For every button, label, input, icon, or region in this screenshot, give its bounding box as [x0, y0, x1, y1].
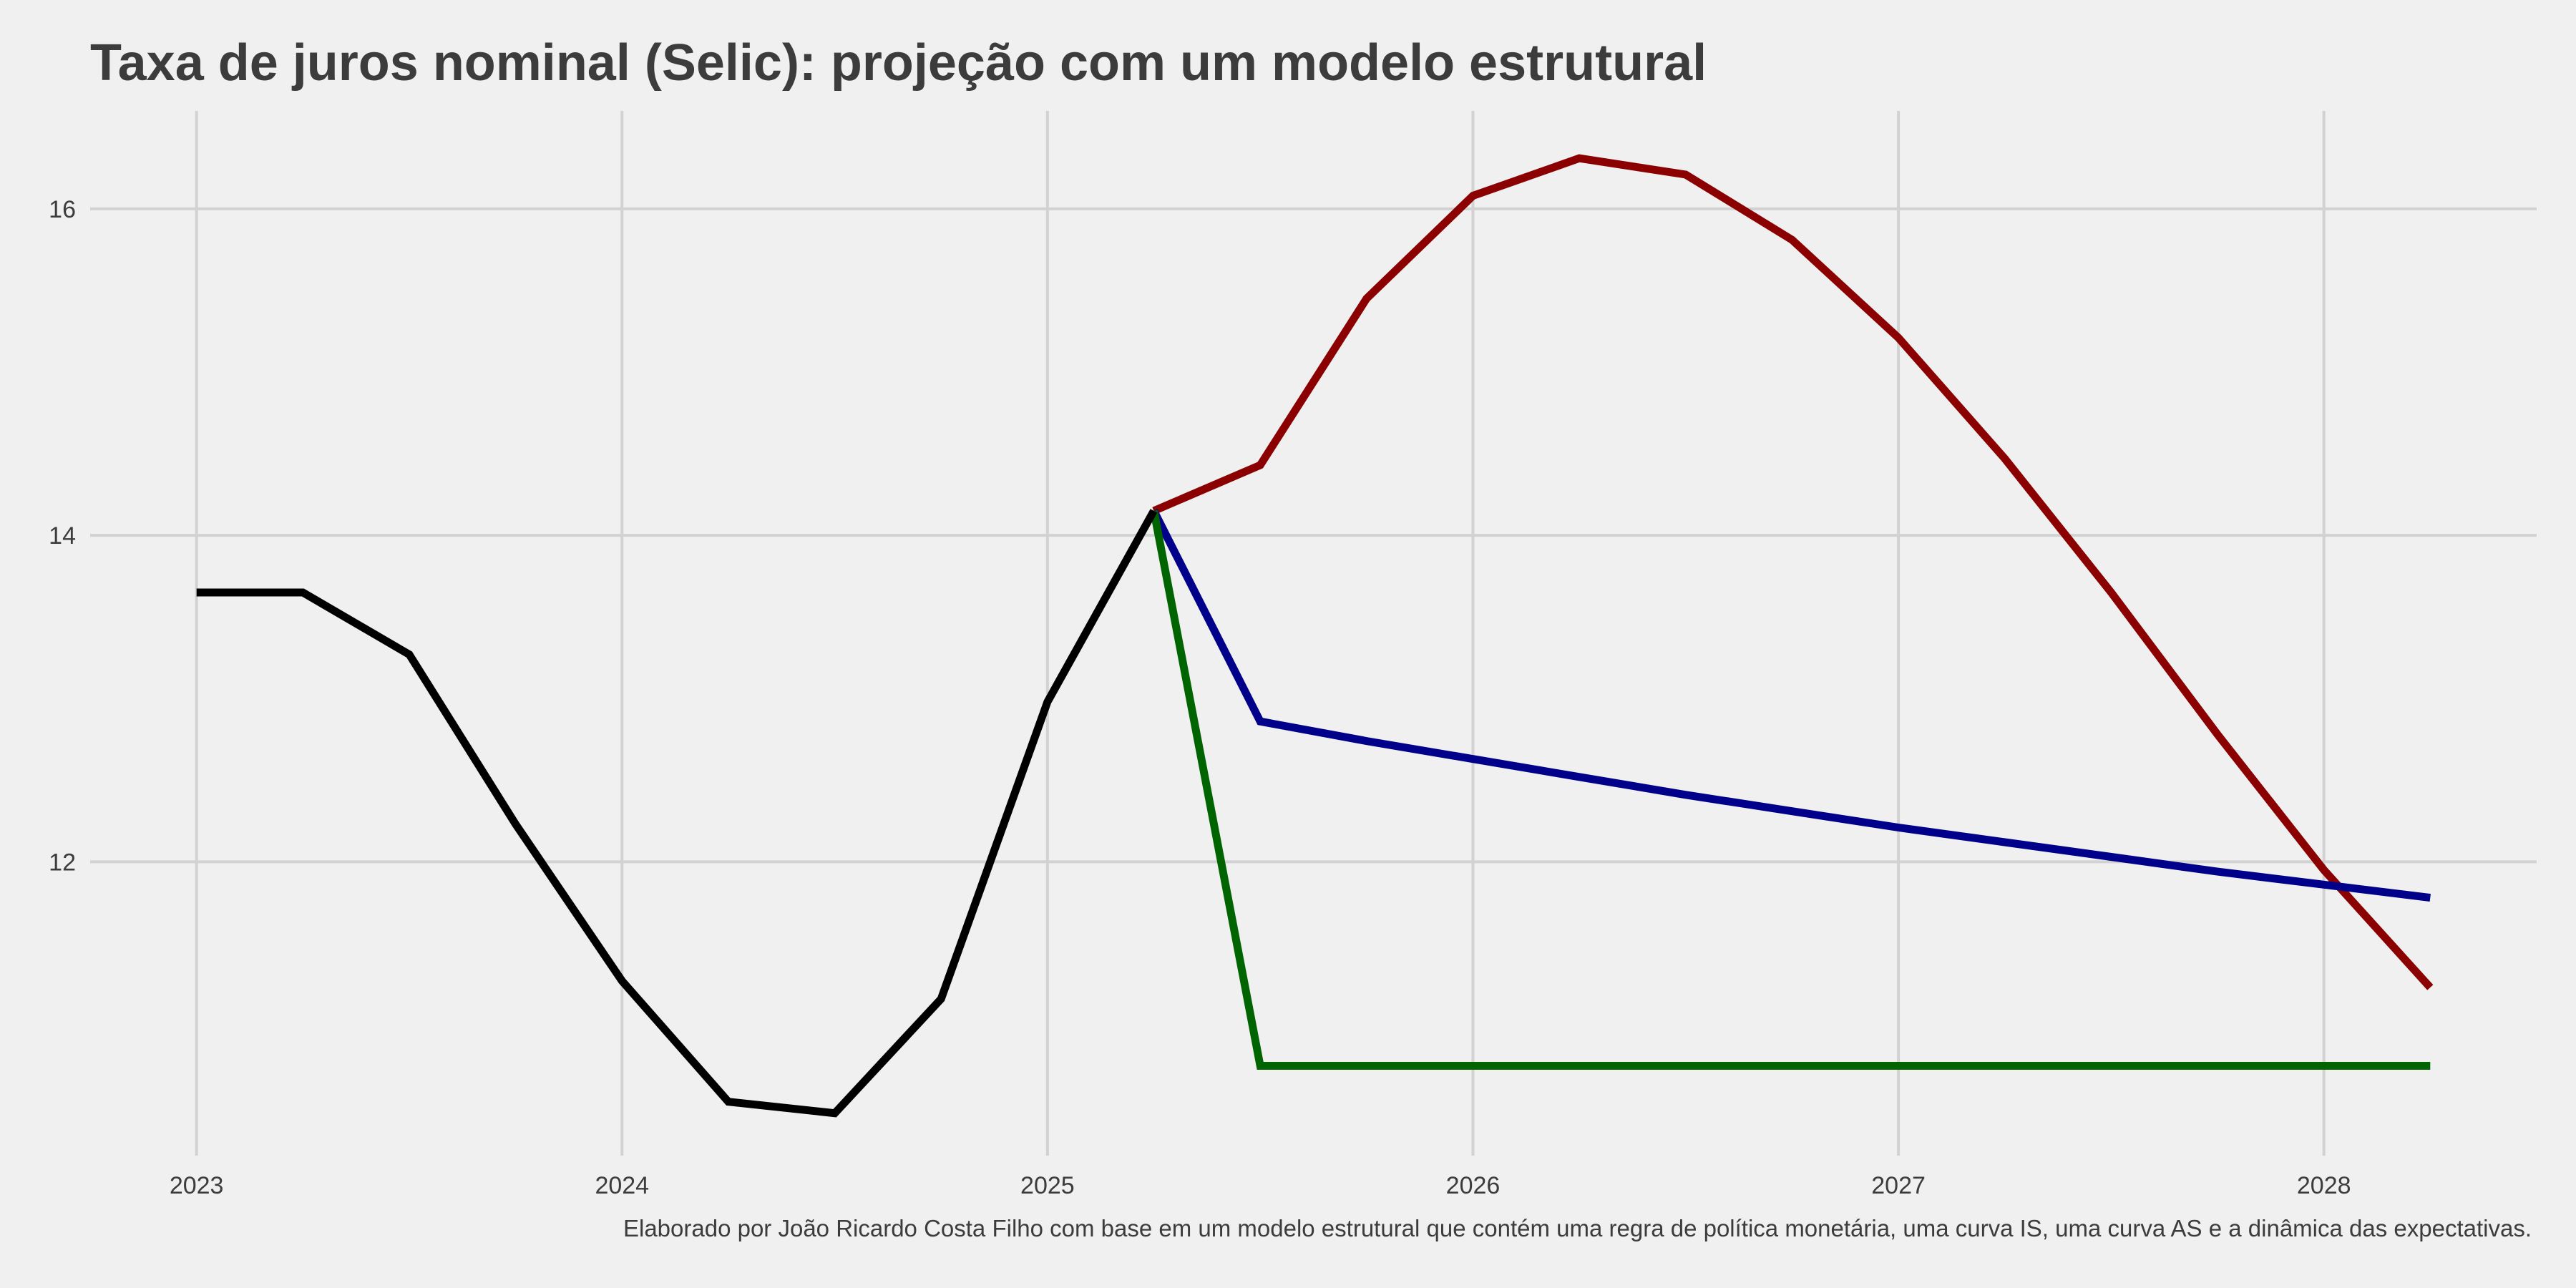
series-line: [196, 509, 1158, 1118]
y-tick-label: 12: [49, 849, 76, 876]
series-lines: [196, 154, 2434, 1118]
series-line: [1150, 509, 2431, 902]
x-tick-label: 2024: [595, 1172, 649, 1199]
x-tick-label: 2028: [2297, 1172, 2351, 1199]
chart-title: Taxa de juros nominal (Selic): projeção …: [90, 34, 1707, 92]
x-tick-label: 2027: [1871, 1172, 1926, 1199]
chart-caption: Elaborado por João Ricardo Costa Filho c…: [623, 1215, 2532, 1241]
x-tick-label: 2023: [170, 1172, 224, 1199]
series-line: [1150, 509, 2431, 1070]
axis-tick-labels: 2023 2024 2025 2026 2027 2028 12 14 16: [49, 196, 2351, 1199]
y-tick-label: 14: [49, 522, 76, 550]
y-tick-label: 16: [49, 196, 76, 223]
series-line: [1152, 154, 2434, 990]
x-tick-label: 2025: [1020, 1172, 1075, 1199]
x-tick-label: 2026: [1446, 1172, 1501, 1199]
